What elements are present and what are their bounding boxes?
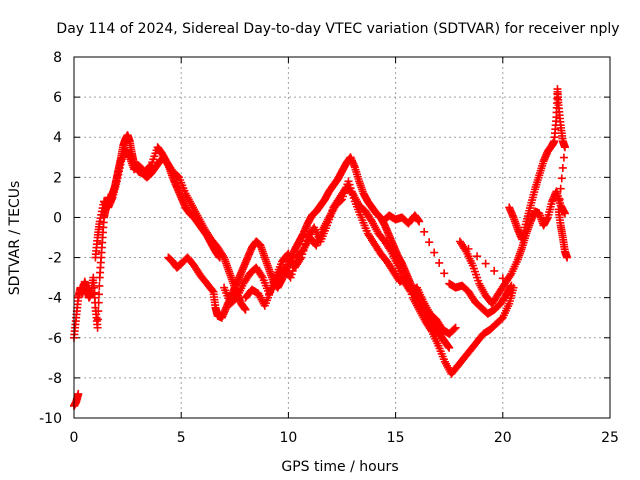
plot-frame: [73, 56, 611, 419]
data-point-marker: [74, 389, 83, 398]
data-point-marker: [430, 248, 439, 257]
y-axis-label: SDTVAR / TECUs: [7, 181, 23, 296]
series-end-spike: [505, 85, 572, 262]
data-point-marker: [93, 315, 102, 324]
x-tick-label: 5: [177, 430, 186, 446]
x-tick-label: 25: [601, 430, 619, 446]
data-point-marker: [426, 326, 435, 335]
data-point-marker: [208, 286, 217, 295]
y-tick-label: 2: [53, 170, 62, 186]
data-markers: [70, 85, 572, 410]
x-tick-label: 20: [494, 430, 512, 446]
data-point-marker: [435, 258, 444, 267]
data-point-marker: [461, 245, 470, 254]
data-point-marker: [557, 174, 566, 183]
data-point-marker: [146, 162, 155, 171]
data-point-marker: [94, 307, 103, 316]
data-point-marker: [490, 266, 499, 275]
data-point-marker: [386, 245, 395, 254]
y-tick-label: 6: [53, 90, 62, 106]
data-point-marker: [556, 184, 565, 193]
data-point-marker: [425, 238, 434, 247]
data-point-marker: [420, 227, 429, 236]
data-point-marker: [560, 143, 569, 152]
y-tick-label: 4: [53, 130, 62, 146]
y-tick-label: -2: [48, 251, 62, 267]
data-point-marker: [440, 269, 449, 278]
data-point-marker: [95, 281, 104, 290]
y-tick-label: -10: [39, 411, 62, 427]
x-tick-label: 0: [70, 430, 79, 446]
data-point-marker: [445, 343, 454, 352]
series-early-rise-b: [91, 143, 250, 314]
data-point-marker: [450, 324, 459, 333]
chart-title: Day 114 of 2024, Sidereal Day-to-day VTE…: [56, 21, 619, 37]
grid-lines: [74, 57, 610, 418]
y-tick-label: -8: [48, 371, 62, 387]
data-point-marker: [507, 281, 516, 290]
data-point-marker: [473, 252, 482, 261]
y-tick-label: 0: [53, 210, 62, 226]
data-point-marker: [93, 323, 102, 332]
x-tick-label: 10: [279, 430, 297, 446]
data-point-marker: [415, 217, 424, 226]
series-late-cluster: [378, 187, 569, 318]
x-axis-label: GPS time / hours: [281, 459, 398, 475]
data-point-marker: [506, 271, 515, 280]
data-point-marker: [555, 195, 564, 204]
data-point-marker: [241, 305, 250, 314]
y-tick-label: -4: [48, 291, 62, 307]
data-point-marker: [563, 253, 572, 262]
y-tick-label: 8: [53, 50, 62, 66]
data-point-marker: [451, 323, 460, 332]
data-point-marker: [558, 163, 567, 172]
x-tick-label: 15: [387, 430, 405, 446]
data-point-marker: [95, 290, 104, 299]
axis-ticks: 0 5 10 15 20 25 -10 -8 -6 -4 -2 0 2 4 6 8: [39, 50, 619, 446]
data-point-marker: [560, 209, 569, 218]
data-point-marker: [559, 153, 568, 162]
data-point-marker: [257, 271, 266, 280]
data-point-marker: [219, 251, 228, 260]
data-point-marker: [336, 196, 345, 205]
y-tick-label: -6: [48, 331, 62, 347]
data-point-marker: [481, 259, 490, 268]
data-point-marker: [94, 298, 103, 307]
